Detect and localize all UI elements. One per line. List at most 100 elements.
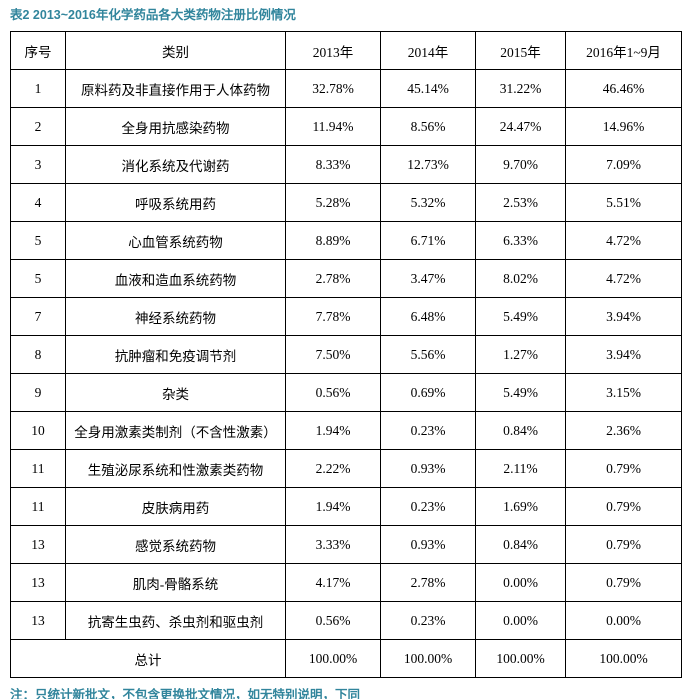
- value-cell: 2.36%: [565, 411, 682, 450]
- total-value-cell: 100.00%: [565, 639, 682, 678]
- value-cell: 5.49%: [475, 297, 566, 336]
- value-cell: 2.78%: [380, 563, 476, 602]
- table-row: 5 心血管系统药物 8.89% 6.71% 6.33% 4.72%: [10, 221, 682, 260]
- value-cell: 0.69%: [380, 373, 476, 412]
- value-cell: 45.14%: [380, 69, 476, 108]
- total-value-cell: 100.00%: [285, 639, 381, 678]
- serial-cell: 10: [10, 411, 66, 450]
- header-cell-2: 2013年: [285, 31, 381, 70]
- value-cell: 0.93%: [380, 449, 476, 488]
- value-cell: 8.56%: [380, 107, 476, 146]
- value-cell: 6.71%: [380, 221, 476, 260]
- value-cell: 3.94%: [565, 335, 682, 374]
- value-cell: 1.69%: [475, 487, 566, 526]
- value-cell: 9.70%: [475, 145, 566, 184]
- value-cell: 5.49%: [475, 373, 566, 412]
- value-cell: 11.94%: [285, 107, 381, 146]
- table-header: 序号 类别 2013年 2014年 2015年 2016年1~9月: [10, 31, 682, 70]
- value-cell: 0.93%: [380, 525, 476, 564]
- value-cell: 8.89%: [285, 221, 381, 260]
- value-cell: 5.32%: [380, 183, 476, 222]
- value-cell: 0.79%: [565, 525, 682, 564]
- serial-cell: 11: [10, 487, 66, 526]
- table-row: 2 全身用抗感染药物 11.94% 8.56% 24.47% 14.96%: [10, 107, 682, 146]
- value-cell: 6.48%: [380, 297, 476, 336]
- value-cell: 0.00%: [475, 601, 566, 640]
- serial-cell: 4: [10, 183, 66, 222]
- value-cell: 5.51%: [565, 183, 682, 222]
- value-cell: 0.79%: [565, 563, 682, 602]
- table-row: 13 肌肉-骨骼系统 4.17% 2.78% 0.00% 0.79%: [10, 563, 682, 602]
- category-cell: 血液和造血系统药物: [65, 259, 286, 298]
- total-row: 总计 100.00% 100.00% 100.00% 100.00%: [10, 639, 682, 678]
- value-cell: 46.46%: [565, 69, 682, 108]
- value-cell: 6.33%: [475, 221, 566, 260]
- category-cell: 全身用抗感染药物: [65, 107, 286, 146]
- value-cell: 24.47%: [475, 107, 566, 146]
- value-cell: 0.23%: [380, 601, 476, 640]
- footnote: 注：只统计新批文，不包含更换批文情况，如无特别说明，下同: [10, 688, 361, 699]
- table-row: 11 生殖泌尿系统和性激素类药物 2.22% 0.93% 2.11% 0.79%: [10, 449, 682, 488]
- table-row: 3 消化系统及代谢药 8.33% 12.73% 9.70% 7.09%: [10, 145, 682, 184]
- table-row: 9 杂类 0.56% 0.69% 5.49% 3.15%: [10, 373, 682, 412]
- value-cell: 7.78%: [285, 297, 381, 336]
- table-row: 13 感觉系统药物 3.33% 0.93% 0.84% 0.79%: [10, 525, 682, 564]
- serial-cell: 13: [10, 525, 66, 564]
- table-row: 5 血液和造血系统药物 2.78% 3.47% 8.02% 4.72%: [10, 259, 682, 298]
- category-cell: 心血管系统药物: [65, 221, 286, 260]
- category-cell: 生殖泌尿系统和性激素类药物: [65, 449, 286, 488]
- table-row: 7 神经系统药物 7.78% 6.48% 5.49% 3.94%: [10, 297, 682, 336]
- value-cell: 2.11%: [475, 449, 566, 488]
- header-cell-5: 2016年1~9月: [565, 31, 682, 70]
- value-cell: 3.94%: [565, 297, 682, 336]
- serial-cell: 9: [10, 373, 66, 412]
- value-cell: 5.56%: [380, 335, 476, 374]
- value-cell: 3.33%: [285, 525, 381, 564]
- category-cell: 皮肤病用药: [65, 487, 286, 526]
- value-cell: 1.94%: [285, 487, 381, 526]
- table-row: 4 呼吸系统用药 5.28% 5.32% 2.53% 5.51%: [10, 183, 682, 222]
- value-cell: 12.73%: [380, 145, 476, 184]
- value-cell: 0.00%: [565, 601, 682, 640]
- category-cell: 呼吸系统用药: [65, 183, 286, 222]
- table-row: 11 皮肤病用药 1.94% 0.23% 1.69% 0.79%: [10, 487, 682, 526]
- total-value-cell: 100.00%: [475, 639, 566, 678]
- serial-cell: 1: [10, 69, 66, 108]
- category-cell: 感觉系统药物: [65, 525, 286, 564]
- value-cell: 0.79%: [565, 449, 682, 488]
- table-row: 8 抗肿瘤和免疫调节剂 7.50% 5.56% 1.27% 3.94%: [10, 335, 682, 374]
- value-cell: 3.47%: [380, 259, 476, 298]
- value-cell: 0.84%: [475, 525, 566, 564]
- value-cell: 7.09%: [565, 145, 682, 184]
- table-row: 1 原料药及非直接作用于人体药物 32.78% 45.14% 31.22% 46.46%: [10, 69, 682, 108]
- serial-cell: 7: [10, 297, 66, 336]
- header-cell-4: 2015年: [475, 31, 566, 70]
- value-cell: 0.00%: [475, 563, 566, 602]
- value-cell: 2.22%: [285, 449, 381, 488]
- serial-cell: 13: [10, 601, 66, 640]
- value-cell: 0.79%: [565, 487, 682, 526]
- category-cell: 消化系统及代谢药: [65, 145, 286, 184]
- value-cell: 1.94%: [285, 411, 381, 450]
- serial-cell: 13: [10, 563, 66, 602]
- value-cell: 32.78%: [285, 69, 381, 108]
- table-row: 10 全身用激素类制剂（不含性激素） 1.94% 0.23% 0.84% 2.36%: [10, 411, 682, 450]
- value-cell: 31.22%: [475, 69, 566, 108]
- category-cell: 全身用激素类制剂（不含性激素）: [65, 411, 286, 450]
- value-cell: 7.50%: [285, 335, 381, 374]
- value-cell: 4.17%: [285, 563, 381, 602]
- value-cell: 2.78%: [285, 259, 381, 298]
- registration-table: 序号 类别 2013年 2014年 2015年 2016年1~9月 1 原料药及非直接作用于…: [10, 31, 682, 678]
- value-cell: 1.27%: [475, 335, 566, 374]
- value-cell: 5.28%: [285, 183, 381, 222]
- value-cell: 8.02%: [475, 259, 566, 298]
- header-cell-0: 序号: [10, 31, 66, 70]
- category-cell: 杂类: [65, 373, 286, 412]
- category-cell: 肌肉-骨骼系统: [65, 563, 286, 602]
- table-row: 13 抗寄生虫药、杀虫剂和驱虫剂 0.56% 0.23% 0.00% 0.00%: [10, 601, 682, 640]
- category-cell: 抗寄生虫药、杀虫剂和驱虫剂: [65, 601, 286, 640]
- value-cell: 0.56%: [285, 373, 381, 412]
- category-cell: 原料药及非直接作用于人体药物: [65, 69, 286, 108]
- value-cell: 14.96%: [565, 107, 682, 146]
